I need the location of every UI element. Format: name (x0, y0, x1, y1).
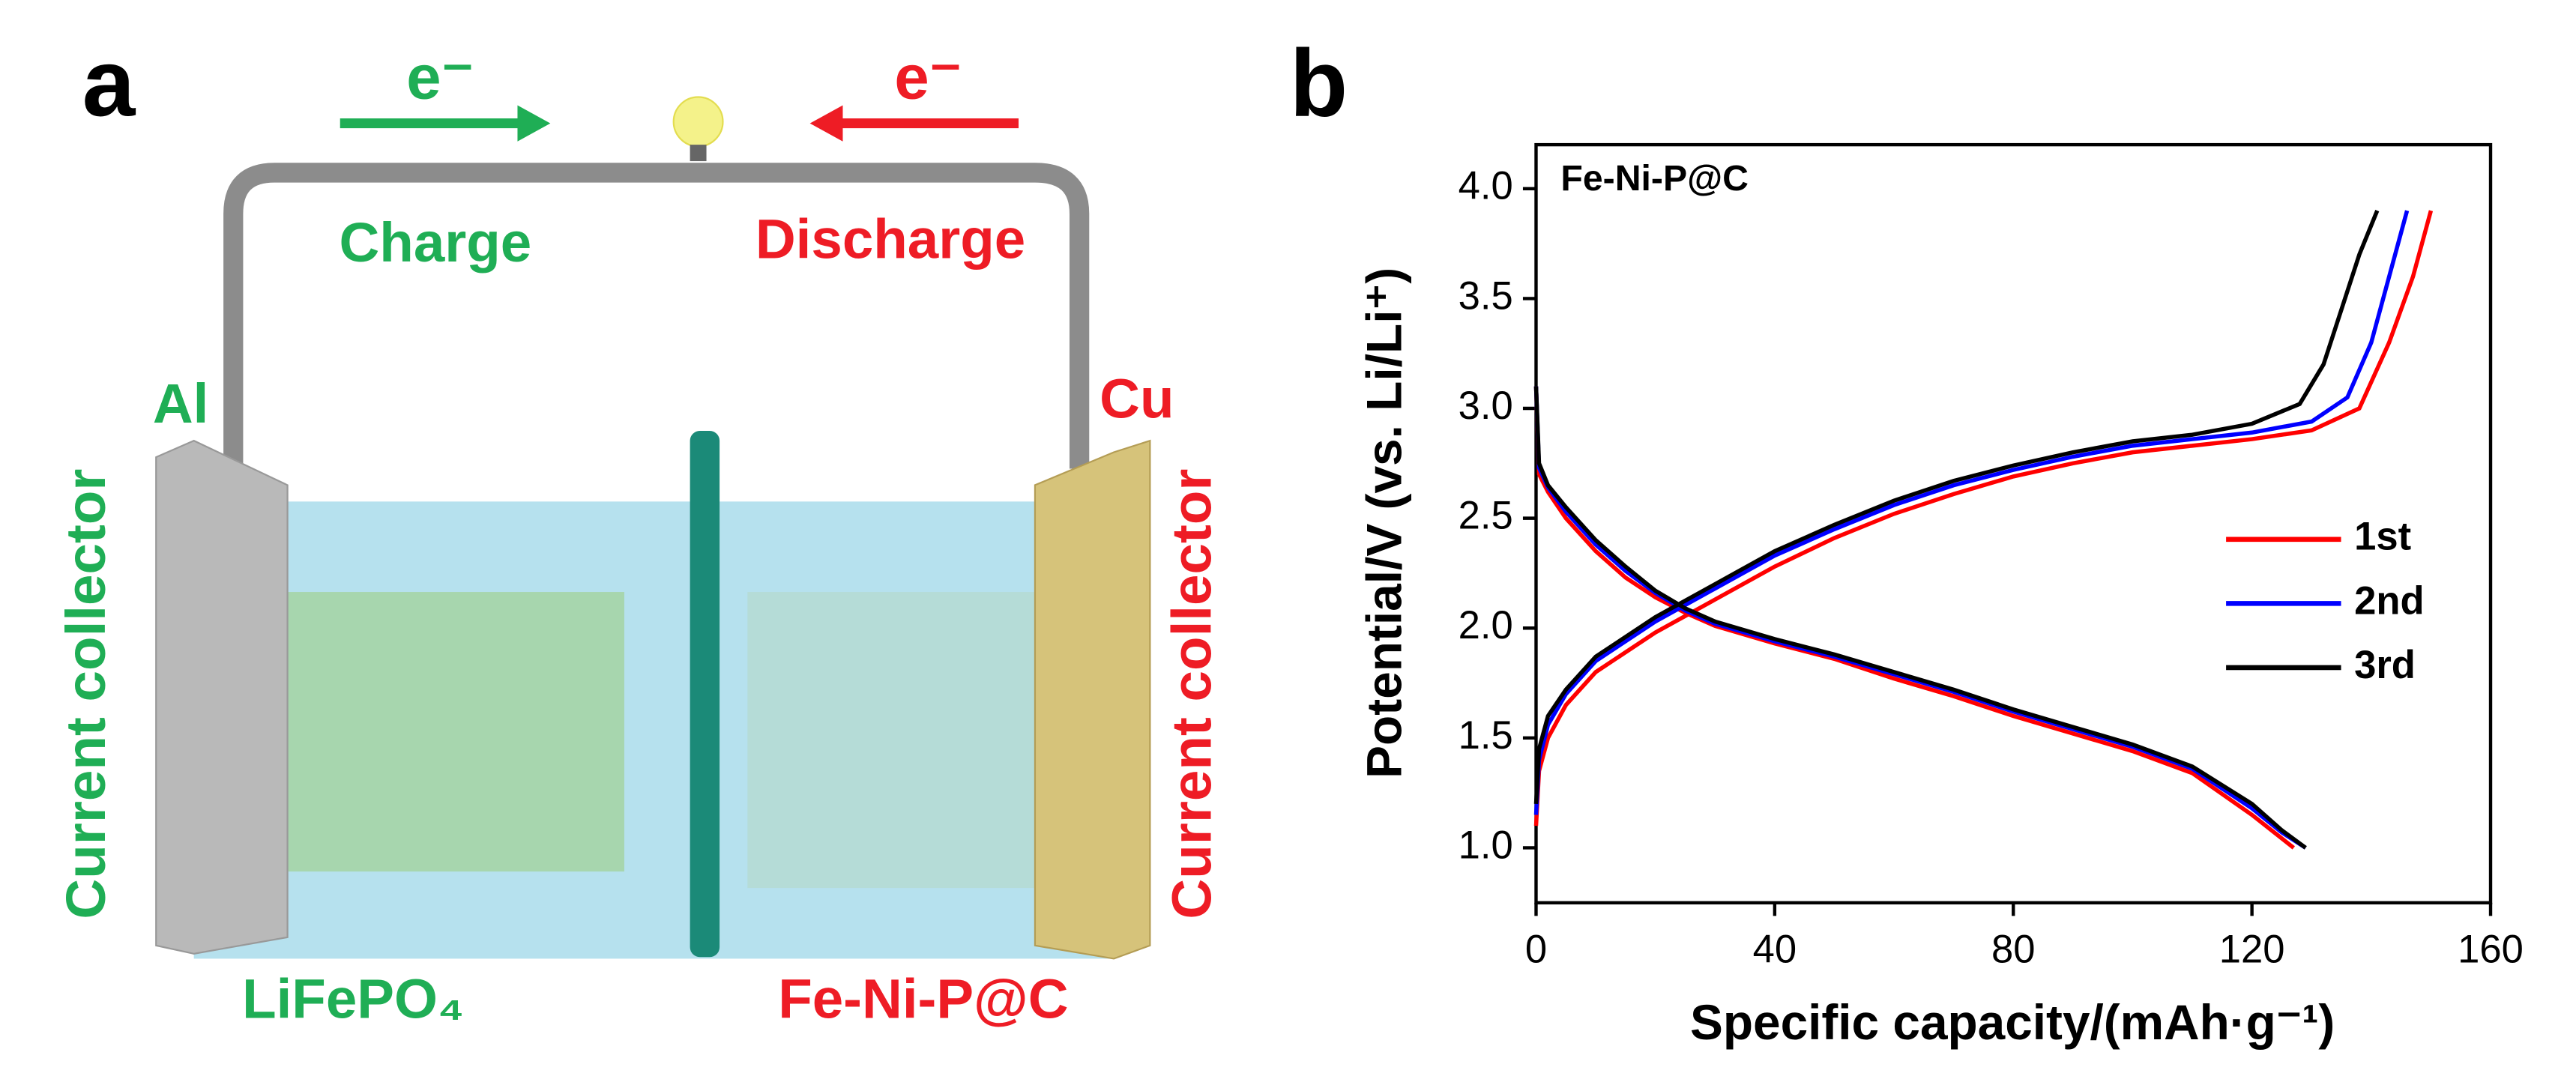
panel-label: a (82, 29, 136, 136)
bulb (672, 96, 724, 148)
cu-label: Cu (1100, 366, 1174, 429)
legend-label: 1st (2354, 515, 2411, 559)
electron-label: e⁻ (406, 43, 474, 112)
x-tick-label: 160 (2458, 928, 2524, 972)
y-tick-label: 2.5 (1459, 494, 1513, 538)
panel-label: b (1290, 29, 1348, 136)
annotation: Fe-Ni-P@C (1560, 158, 1749, 199)
collector-label: Current collector (1159, 469, 1222, 919)
y-tick-label: 1.0 (1459, 823, 1513, 867)
series-line (1533, 210, 2380, 850)
al-collector (155, 439, 289, 955)
legend-label: 3rd (2354, 643, 2416, 687)
y-axis-label: Potential/V (vs. Li/Li⁺) (1357, 268, 1412, 779)
y-tick-label: 3.0 (1459, 384, 1513, 428)
battery-diagram (155, 96, 1151, 960)
plot-frame (1534, 142, 2493, 904)
discharge-label: Discharge (755, 207, 1025, 270)
separator (690, 430, 720, 958)
y-tick-label: 1.5 (1459, 713, 1513, 758)
y-tick-label: 3.5 (1459, 273, 1513, 318)
collector-label: Current collector (54, 469, 117, 919)
cathode-label: LiFePO₄ (242, 967, 464, 1030)
wire (223, 163, 1090, 469)
x-tick-label: 0 (1525, 928, 1547, 972)
x-tick-label: 80 (1991, 928, 2036, 972)
series-line (1533, 210, 2434, 850)
legend-label: 2nd (2354, 578, 2425, 623)
series-line (1533, 210, 2410, 850)
y-tick-label: 2.0 (1459, 603, 1513, 647)
y-tick-label: 4.0 (1459, 164, 1513, 208)
x-axis-label: Specific capacity/(mAh·g⁻¹) (1690, 994, 2335, 1050)
arrow-head (809, 105, 843, 142)
cathode-crystal (229, 592, 624, 872)
cu-collector (1034, 439, 1151, 960)
al-label: Al (153, 372, 209, 435)
x-tick-label: 40 (1753, 928, 1797, 972)
bulb-base (690, 145, 707, 162)
x-tick-label: 120 (2219, 928, 2285, 972)
arrow-head (517, 105, 551, 142)
charge-label: Charge (339, 211, 531, 273)
anode-crystal (747, 592, 1085, 889)
electron-label: e⁻ (894, 43, 962, 112)
anode-label: Fe-Ni-P@C (778, 967, 1068, 1030)
